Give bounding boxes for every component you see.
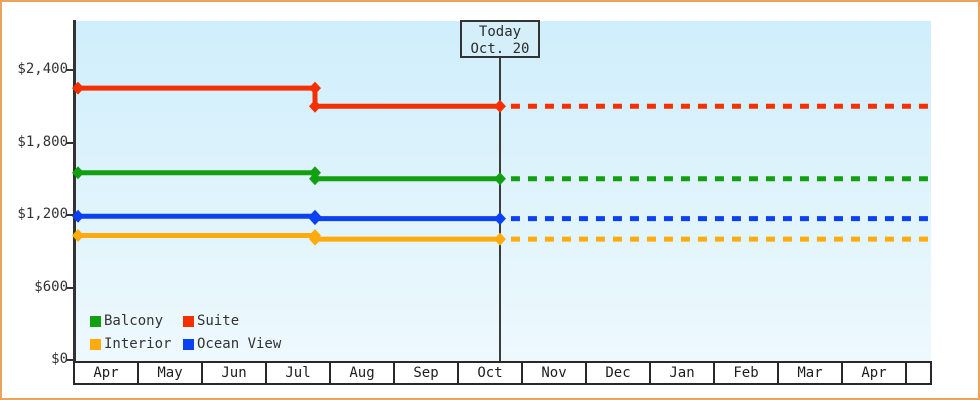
month-cell-apr: Apr <box>843 363 907 383</box>
y-axis-line <box>73 20 76 361</box>
y-tick-label: $1,800 <box>17 133 68 150</box>
month-cell-jun: Jun <box>203 363 267 383</box>
legend-swatch <box>90 315 101 327</box>
y-tick-label: $2,400 <box>17 61 68 77</box>
y-axis-labels: $0 $600 $1,200 $1,800 $2,400 <box>0 0 68 400</box>
y-tick-mark <box>66 359 75 361</box>
month-cell-jul: Jul <box>267 363 331 383</box>
legend-label: Suite <box>197 313 240 329</box>
y-tick-label: $600 <box>34 278 68 295</box>
legend-swatch <box>183 338 194 350</box>
legend-label: Interior <box>104 336 172 352</box>
month-cell-nov: Nov <box>523 363 587 383</box>
x-axis-month-strip: Apr May Jun Jul Aug Sep Oct Nov Dec Jan Feb Mar Apr <box>73 361 932 385</box>
chart-legend: Balcony Suite Interior Ocean View <box>90 313 281 352</box>
y-tick-mark <box>66 214 75 216</box>
legend-item-interior: Interior <box>90 336 183 352</box>
month-cell-apr: Apr <box>75 363 139 383</box>
month-cell-aug: Aug <box>331 363 395 383</box>
legend-item-suite: Suite <box>183 313 281 329</box>
month-cell-dec: Dec <box>587 363 651 383</box>
plot-area <box>75 21 931 361</box>
y-tick-mark <box>66 141 75 144</box>
month-cell-feb: Feb <box>715 363 779 383</box>
today-vertical-line <box>499 57 501 361</box>
legend-item-balcony: Balcony <box>90 313 183 329</box>
today-label-line2: Oct. 20 <box>470 41 530 57</box>
month-cell-mar: Mar <box>779 363 843 383</box>
today-label-box: Today Oct. 20 <box>460 20 540 58</box>
y-tick-label: $1,200 <box>17 206 68 222</box>
month-cell-jan: Jan <box>651 363 715 383</box>
month-cell-may: May <box>139 363 203 383</box>
month-cell-sep: Sep <box>395 363 459 383</box>
legend-swatch <box>183 315 194 327</box>
y-tick-mark <box>66 69 75 71</box>
legend-swatch <box>90 338 101 350</box>
y-tick-label: $0 <box>51 351 68 367</box>
today-label-line1: Today <box>478 24 522 40</box>
month-cell-blank <box>907 363 930 383</box>
y-tick-mark <box>66 286 75 289</box>
legend-item-ocean-view: Ocean View <box>183 336 281 352</box>
legend-label: Ocean View <box>197 336 282 352</box>
month-cell-oct: Oct <box>459 363 523 383</box>
legend-label: Balcony <box>104 313 164 329</box>
